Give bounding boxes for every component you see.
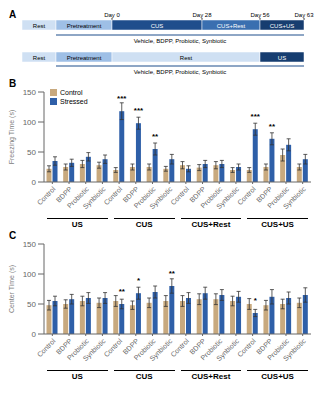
svg-text:Synbiotic: Synbiotic <box>215 337 241 363</box>
svg-text:*: * <box>137 276 141 285</box>
svg-text:Vehicle, BDPP, Probiotic, Synb: Vehicle, BDPP, Probiotic, Synbiotic <box>134 38 227 44</box>
svg-text:Control: Control <box>169 185 190 206</box>
svg-text:Probiotic: Probiotic <box>132 185 157 210</box>
svg-text:150: 150 <box>23 240 37 249</box>
svg-text:Vehicle, BDPP, Probiotic, Synb: Vehicle, BDPP, Probiotic, Synbiotic <box>134 69 227 75</box>
svg-text:**: ** <box>169 269 176 278</box>
svg-text:Synbiotic: Synbiotic <box>282 337 308 363</box>
svg-text:Pretreatment: Pretreatment <box>67 55 102 61</box>
svg-text:Pretreatment: Pretreatment <box>67 23 102 29</box>
svg-text:Control: Control <box>102 185 123 206</box>
html-text:US: US <box>71 220 83 229</box>
svg-text:BDPP: BDPP <box>54 337 74 356</box>
svg-text:BDPP: BDPP <box>255 185 274 204</box>
svg-text:50: 50 <box>27 300 36 309</box>
html-text:CUS+US: CUS+US <box>261 220 294 229</box>
svg-text:Probiotic: Probiotic <box>199 185 224 210</box>
svg-text:Day 0: Day 0 <box>104 12 120 18</box>
svg-text:BDPP: BDPP <box>188 337 207 356</box>
svg-text:Day 28: Day 28 <box>192 12 212 18</box>
svg-text:Rest: Rest <box>180 55 193 61</box>
svg-text:Control: Control <box>236 185 257 206</box>
svg-text:*: * <box>254 296 258 305</box>
svg-text:Probiotic: Probiotic <box>199 337 224 362</box>
svg-text:Probiotic: Probiotic <box>266 185 291 210</box>
svg-text:Synbiotic: Synbiotic <box>148 185 174 211</box>
svg-text:US: US <box>278 55 286 61</box>
svg-text:Control: Control <box>236 337 257 358</box>
svg-text:***: *** <box>117 94 127 103</box>
svg-text:Control: Control <box>36 185 57 206</box>
svg-text:**: ** <box>152 132 159 141</box>
svg-text:Probiotic: Probiotic <box>65 185 90 210</box>
svg-text:Rest: Rest <box>33 23 46 29</box>
svg-text:Center Time (s): Center Time (s) <box>8 265 16 313</box>
svg-text:CUS+US: CUS+US <box>270 23 295 29</box>
svg-text:Probiotic: Probiotic <box>266 337 291 362</box>
svg-text:Day 56: Day 56 <box>250 12 270 18</box>
svg-text:**: ** <box>269 122 276 131</box>
html-text:CUS+US: CUS+US <box>261 372 294 381</box>
html-text:Control: Control <box>60 89 83 96</box>
svg-text:Freezing Time (s): Freezing Time (s) <box>8 110 16 164</box>
svg-text:BDPP: BDPP <box>121 337 140 356</box>
svg-text:Synbiotic: Synbiotic <box>215 185 241 211</box>
svg-text:100: 100 <box>23 118 37 127</box>
svg-text:50: 50 <box>27 148 36 157</box>
svg-text:CUS: CUS <box>151 23 164 29</box>
html-text:Stressed: Stressed <box>60 98 88 105</box>
html-text:C: C <box>9 230 17 241</box>
html-text:US: US <box>71 372 83 381</box>
svg-text:Synbiotic: Synbiotic <box>82 337 108 363</box>
svg-text:BDPP: BDPP <box>188 185 207 204</box>
html-text:CUS+Rest: CUS+Rest <box>191 372 231 381</box>
svg-text:Synbiotic: Synbiotic <box>82 185 108 211</box>
svg-text:Rest: Rest <box>33 55 46 61</box>
svg-text:BDPP: BDPP <box>121 185 140 204</box>
svg-text:100: 100 <box>23 270 37 279</box>
svg-text:***: *** <box>134 106 144 115</box>
svg-text:Control: Control <box>36 337 57 358</box>
html-text:B: B <box>9 78 17 89</box>
svg-text:0: 0 <box>32 178 37 187</box>
svg-text:Control: Control <box>169 337 190 358</box>
svg-text:CUS+Rest: CUS+Rest <box>217 23 246 29</box>
svg-text:Synbiotic: Synbiotic <box>148 337 174 363</box>
html-text:CUS: CUS <box>135 372 153 381</box>
svg-text:Day 63: Day 63 <box>294 12 314 18</box>
svg-text:Probiotic: Probiotic <box>65 337 90 362</box>
svg-text:Probiotic: Probiotic <box>132 337 157 362</box>
svg-text:BDPP: BDPP <box>255 337 274 356</box>
html-text:CUS+Rest: CUS+Rest <box>191 220 231 229</box>
svg-text:0: 0 <box>32 330 37 339</box>
svg-text:BDPP: BDPP <box>54 185 74 204</box>
svg-text:150: 150 <box>23 88 37 97</box>
svg-text:Control: Control <box>102 337 123 358</box>
html-text:CUS: CUS <box>135 220 153 229</box>
svg-text:Synbiotic: Synbiotic <box>282 185 308 211</box>
svg-text:***: *** <box>251 112 261 121</box>
svg-text:**: ** <box>119 287 126 296</box>
svg-text:A: A <box>9 9 16 20</box>
